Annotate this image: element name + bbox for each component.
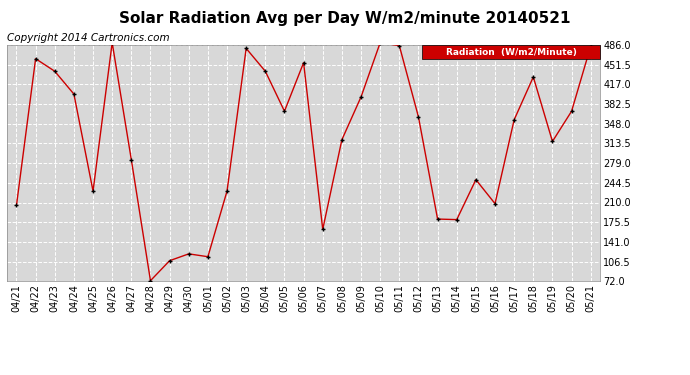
Point xyxy=(432,216,443,222)
Point xyxy=(413,114,424,120)
Point xyxy=(11,202,22,208)
Point xyxy=(221,188,233,194)
Point xyxy=(585,43,596,49)
Point xyxy=(336,137,347,143)
Point xyxy=(547,138,558,144)
Text: Solar Radiation Avg per Day W/m2/minute 20140521: Solar Radiation Avg per Day W/m2/minute … xyxy=(119,11,571,26)
Point xyxy=(164,258,175,264)
Point xyxy=(566,108,577,114)
Point xyxy=(394,43,405,49)
Point xyxy=(279,108,290,114)
Point xyxy=(145,278,156,284)
Point xyxy=(451,217,462,223)
Point xyxy=(489,201,500,207)
Point xyxy=(202,254,213,260)
Point xyxy=(298,60,309,66)
Point xyxy=(241,45,252,51)
Text: Radiation  (W/m2/Minute): Radiation (W/m2/Minute) xyxy=(446,48,577,57)
Point xyxy=(184,251,195,257)
Text: Copyright 2014 Cartronics.com: Copyright 2014 Cartronics.com xyxy=(7,33,170,43)
Point xyxy=(68,91,79,97)
Point xyxy=(107,40,118,46)
Point xyxy=(260,68,271,74)
Point xyxy=(471,177,482,183)
Point xyxy=(375,40,386,46)
Point xyxy=(509,117,520,123)
Point xyxy=(355,94,366,100)
FancyBboxPatch shape xyxy=(422,45,600,59)
Point xyxy=(317,226,328,232)
Point xyxy=(528,74,539,80)
Point xyxy=(49,68,60,74)
Point xyxy=(88,188,99,194)
Point xyxy=(30,56,41,62)
Point xyxy=(126,157,137,163)
